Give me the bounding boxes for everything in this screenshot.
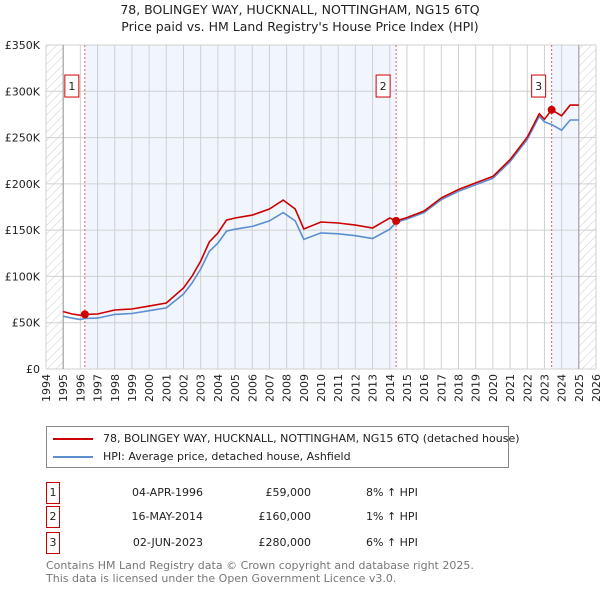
x-tick-label: 2011	[332, 374, 345, 402]
sale-price: £280,000	[258, 536, 312, 549]
x-tick-label: 2004	[212, 374, 225, 402]
ownership-band	[84, 45, 397, 369]
y-tick-label: £150K	[5, 224, 41, 237]
y-tick-label: £200K	[5, 178, 41, 191]
y-tick-label: £300K	[5, 85, 41, 98]
legend: 78, BOLINGEY WAY, HUCKNALL, NOTTINGHAM, …	[46, 426, 520, 468]
x-tick-label: 2024	[556, 374, 569, 402]
x-tick-label: 2008	[281, 374, 294, 402]
sale-row: 1 04-APR-1996 £59,000 8% ↑ HPI	[46, 482, 446, 504]
x-tick-label: 2005	[229, 374, 242, 402]
x-tick-label: 2017	[435, 374, 448, 402]
y-tick-label: £50K	[12, 317, 41, 330]
sale-date: 16-MAY-2014	[131, 510, 203, 523]
x-tick-label: 2000	[143, 374, 156, 402]
x-tick-label: 2022	[521, 374, 534, 402]
red-line-swatch	[53, 437, 93, 440]
sale-price: £160,000	[258, 510, 312, 523]
hpi-line	[63, 114, 579, 321]
x-tick-label: 1995	[57, 374, 70, 402]
sale-price: £59,000	[265, 486, 312, 499]
x-tick-label: 2003	[195, 374, 208, 402]
sale-point	[547, 105, 556, 114]
x-tick-label: 2025	[573, 374, 586, 402]
footer: Contains HM Land Registry data © Crown c…	[46, 559, 474, 585]
sale-label: 3	[535, 80, 542, 93]
footer-licence: This data is licensed under the Open Gov…	[46, 572, 397, 585]
x-tick-label: 1999	[126, 374, 139, 402]
y-tick-label: £100K	[5, 270, 41, 283]
sale-date: 02-JUN-2023	[132, 536, 203, 549]
y-tick-label: £0	[26, 363, 40, 376]
x-tick-label: 2013	[367, 374, 380, 402]
sale-label: 2	[380, 80, 387, 93]
x-tick-label: 2015	[401, 374, 414, 402]
x-tick-label: 2026	[590, 374, 600, 402]
x-tick-label: 2019	[470, 374, 483, 402]
x-tick-label: 2023	[538, 374, 551, 402]
x-tick-label: 2012	[349, 374, 362, 402]
x-tick-label: 2009	[298, 374, 311, 402]
legend-item-hpi: HPI: Average price, detached house, Ashf…	[53, 450, 351, 463]
property-price-line	[62, 104, 579, 317]
sale-hpi-diff: 6% ↑ HPI	[366, 536, 418, 549]
x-tick-label: 1998	[109, 374, 122, 402]
legend-item-property: 78, BOLINGEY WAY, HUCKNALL, NOTTINGHAM, …	[53, 432, 520, 445]
chart-subtitle: Price paid vs. HM Land Registry's House …	[121, 19, 479, 34]
no-data-hatch	[578, 45, 596, 369]
sale-point	[392, 216, 401, 225]
legend-label: 78, BOLINGEY WAY, HUCKNALL, NOTTINGHAM, …	[103, 432, 520, 445]
sale-label-box	[375, 74, 391, 98]
sale-hpi-diff: 1% ↑ HPI	[366, 510, 418, 523]
x-tick-label: 2016	[418, 374, 431, 402]
ownership-band	[551, 45, 579, 369]
sale-number: 3	[46, 532, 60, 554]
sale-row: 2 16-MAY-2014 £160,000 1% ↑ HPI	[46, 506, 446, 528]
sale-number: 2	[46, 506, 60, 528]
x-tick-label: 2010	[315, 374, 328, 402]
x-tick-label: 2014	[384, 374, 397, 402]
x-tick-label: 1996	[74, 374, 87, 402]
chart-title: 78, BOLINGEY WAY, HUCKNALL, NOTTINGHAM, …	[120, 2, 480, 17]
y-tick-label: £250K	[5, 132, 41, 145]
sale-row: 3 02-JUN-2023 £280,000 6% ↑ HPI	[46, 532, 446, 554]
sale-label-box	[64, 74, 80, 98]
sale-hpi-diff: 8% ↑ HPI	[366, 486, 418, 499]
sale-label: 1	[68, 80, 75, 93]
x-tick-label: 2002	[178, 374, 191, 402]
x-tick-label: 2020	[487, 374, 500, 402]
x-tick-label: 2018	[453, 374, 466, 402]
x-tick-label: 2007	[263, 374, 276, 402]
plot-area: 1994 1995 1996 1997 1998 1999 2000 2001 2002 2003…	[5, 39, 600, 402]
sale-date: 04-APR-1996	[131, 486, 203, 499]
sale-label-box	[531, 74, 547, 98]
sale-number: 1	[46, 482, 60, 504]
x-tick-label: 2021	[504, 374, 517, 402]
x-tick-label: 1994	[40, 374, 53, 402]
y-tick-label: £350K	[5, 39, 41, 52]
footer-copyright: Contains HM Land Registry data © Crown c…	[46, 559, 474, 572]
x-tick-label: 2006	[246, 374, 259, 402]
sale-point	[80, 310, 89, 319]
blue-line-swatch	[53, 455, 93, 458]
x-tick-label: 2001	[160, 374, 173, 402]
legend-label: HPI: Average price, detached house, Ashf…	[103, 450, 351, 463]
x-tick-label: 1997	[92, 374, 105, 402]
no-data-hatch	[46, 45, 64, 369]
